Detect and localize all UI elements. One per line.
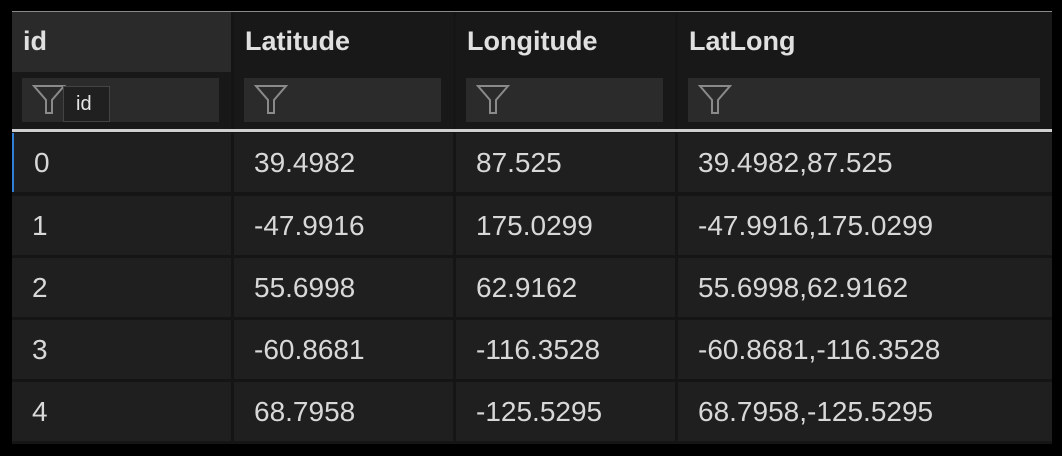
filter-cell	[12, 72, 231, 129]
table-cell[interactable]: 1	[12, 196, 231, 255]
table-cell[interactable]: 87.525	[456, 133, 675, 192]
table-cell[interactable]: 62.9162	[456, 258, 675, 317]
table-cell[interactable]: 55.6998,62.9162	[678, 258, 1052, 317]
filter-cell	[678, 72, 1052, 129]
table-cell[interactable]: 68.7958	[234, 382, 453, 441]
column-header-longitude[interactable]: Longitude	[456, 12, 675, 72]
table-cell[interactable]: -116.3528	[456, 320, 675, 379]
filter-funnel-icon	[254, 85, 288, 114]
table-cell[interactable]: 55.6998	[234, 258, 453, 317]
column-header-id[interactable]: id	[12, 12, 231, 72]
table-cell[interactable]: 175.0299	[456, 196, 675, 255]
tooltip: id	[63, 86, 110, 122]
table-cell[interactable]: -47.9916,175.0299	[678, 196, 1052, 255]
filter-input[interactable]	[688, 78, 1040, 122]
table-cell[interactable]: -60.8681,-116.3528	[678, 320, 1052, 379]
table-cell[interactable]: 3	[12, 320, 231, 379]
table-cell[interactable]: 39.4982	[234, 133, 453, 192]
filter-input[interactable]	[22, 78, 219, 122]
header-separator	[12, 129, 1052, 132]
table-cell[interactable]: -125.5295	[456, 382, 675, 441]
table-cell[interactable]: 4	[12, 382, 231, 441]
table-cell[interactable]: -60.8681	[234, 320, 453, 379]
filter-funnel-icon	[698, 85, 732, 114]
filter-funnel-icon	[32, 85, 66, 114]
column-header-latitude[interactable]: Latitude	[234, 12, 453, 72]
filter-cell	[456, 72, 675, 129]
table-cell[interactable]: 0	[12, 133, 231, 192]
filter-input[interactable]	[244, 78, 441, 122]
data-grid: id 0 1 2 3 4 Latitude 39.4982 -47.9916 55.6998 -60…	[12, 11, 1052, 444]
filter-input[interactable]	[466, 78, 663, 122]
table-cell[interactable]: 2	[12, 258, 231, 317]
table-cell[interactable]: 68.7958,-125.5295	[678, 382, 1052, 441]
table-cell[interactable]: 39.4982,87.525	[678, 133, 1052, 192]
filter-funnel-icon	[476, 85, 510, 114]
table-cell[interactable]: -47.9916	[234, 196, 453, 255]
column-header-latlong[interactable]: LatLong	[678, 12, 1052, 72]
filter-cell	[234, 72, 453, 129]
